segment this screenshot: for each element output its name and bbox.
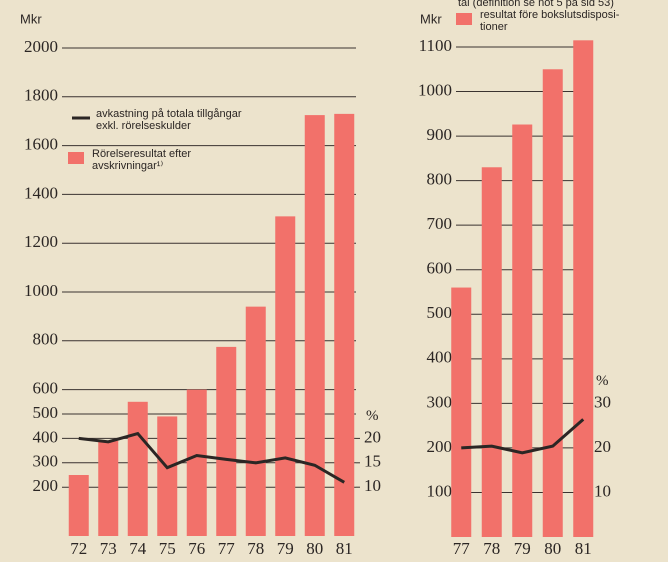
legend-label: Rörelseresultat efter <box>92 148 191 160</box>
bar <box>304 115 325 536</box>
x-tick-label: 81 <box>336 539 353 558</box>
y2-tick-label: 10 <box>594 481 611 500</box>
bar <box>68 475 89 536</box>
y2-tick-label: 15 <box>364 452 381 471</box>
bar <box>98 440 119 536</box>
x-tick-label: 81 <box>575 539 592 558</box>
y2-tick-label: 20 <box>364 427 381 446</box>
x-tick-label: 80 <box>306 539 323 558</box>
legend-swatch <box>68 152 84 164</box>
x-tick-label: 74 <box>129 539 147 558</box>
legend-swatch <box>456 13 472 25</box>
y2-axis-label: % <box>366 408 379 424</box>
bar <box>127 401 148 536</box>
y-tick-label: 400 <box>427 348 453 367</box>
line-series <box>461 418 585 455</box>
x-tick-label: 79 <box>277 539 294 558</box>
x-tick-label: 75 <box>159 539 176 558</box>
legend-label: exkl. rörelseskulder <box>96 120 191 132</box>
y-tick-label: 800 <box>33 330 59 349</box>
x-tick-label: 77 <box>218 539 236 558</box>
x-tick-label: 80 <box>544 539 561 558</box>
y-tick-label: 1800 <box>24 86 58 105</box>
y-tick-label: 900 <box>427 125 453 144</box>
legend-label: avkastning på totala tillgångar <box>96 108 242 120</box>
bar <box>275 216 296 537</box>
x-tick-label: 72 <box>70 539 87 558</box>
y-axis-label: Mkr <box>420 11 442 26</box>
y-tick-label: 300 <box>427 392 453 411</box>
y-tick-label: 2000 <box>24 37 58 56</box>
y-tick-label: 400 <box>33 427 59 446</box>
y-tick-label: 200 <box>33 476 59 495</box>
bar <box>512 124 533 537</box>
x-tick-label: 76 <box>188 539 205 558</box>
y2-tick-label: 10 <box>364 476 381 495</box>
y-tick-label: 200 <box>427 437 453 456</box>
y-tick-label: 1100 <box>419 36 452 55</box>
y-tick-label: 600 <box>427 259 453 278</box>
x-tick-label: 79 <box>514 539 531 558</box>
bar <box>334 113 355 536</box>
subtitle: tal (definition se not 5 på sid 53) <box>458 0 614 9</box>
legend-label: resultat före bokslutsdisposi- <box>480 9 620 21</box>
legend-label: avskrivningar¹⁾ <box>92 160 163 172</box>
y2-tick-label: 20 <box>594 437 611 456</box>
bar <box>245 306 266 536</box>
y2-axis-label: % <box>596 373 609 389</box>
bar <box>481 167 502 538</box>
bar <box>157 416 178 536</box>
y-tick-label: 600 <box>33 379 59 398</box>
y2-tick-label: 30 <box>594 392 611 411</box>
y-tick-label: 100 <box>427 481 453 500</box>
y-tick-label: 1200 <box>24 232 58 251</box>
bar <box>542 69 563 537</box>
x-tick-label: 78 <box>247 539 264 558</box>
y-tick-label: 500 <box>33 403 59 422</box>
y-tick-label: 800 <box>427 170 453 189</box>
x-tick-label: 73 <box>100 539 117 558</box>
y-tick-label: 300 <box>33 452 59 471</box>
bar <box>216 346 237 536</box>
legend-label: tioner <box>480 21 508 33</box>
y-tick-label: 700 <box>427 214 453 233</box>
bar <box>451 287 472 537</box>
bar <box>186 389 207 536</box>
y-tick-label: 1000 <box>24 281 58 300</box>
y-tick-label: 500 <box>427 303 453 322</box>
x-tick-label: 78 <box>483 539 500 558</box>
y-tick-label: 1000 <box>418 80 452 99</box>
bar <box>573 40 594 538</box>
y-tick-label: 1600 <box>24 135 58 154</box>
y-axis-label: Mkr <box>20 11 42 26</box>
y-tick-label: 1400 <box>24 183 58 202</box>
line-series <box>78 431 346 484</box>
x-tick-label: 77 <box>453 539 471 558</box>
